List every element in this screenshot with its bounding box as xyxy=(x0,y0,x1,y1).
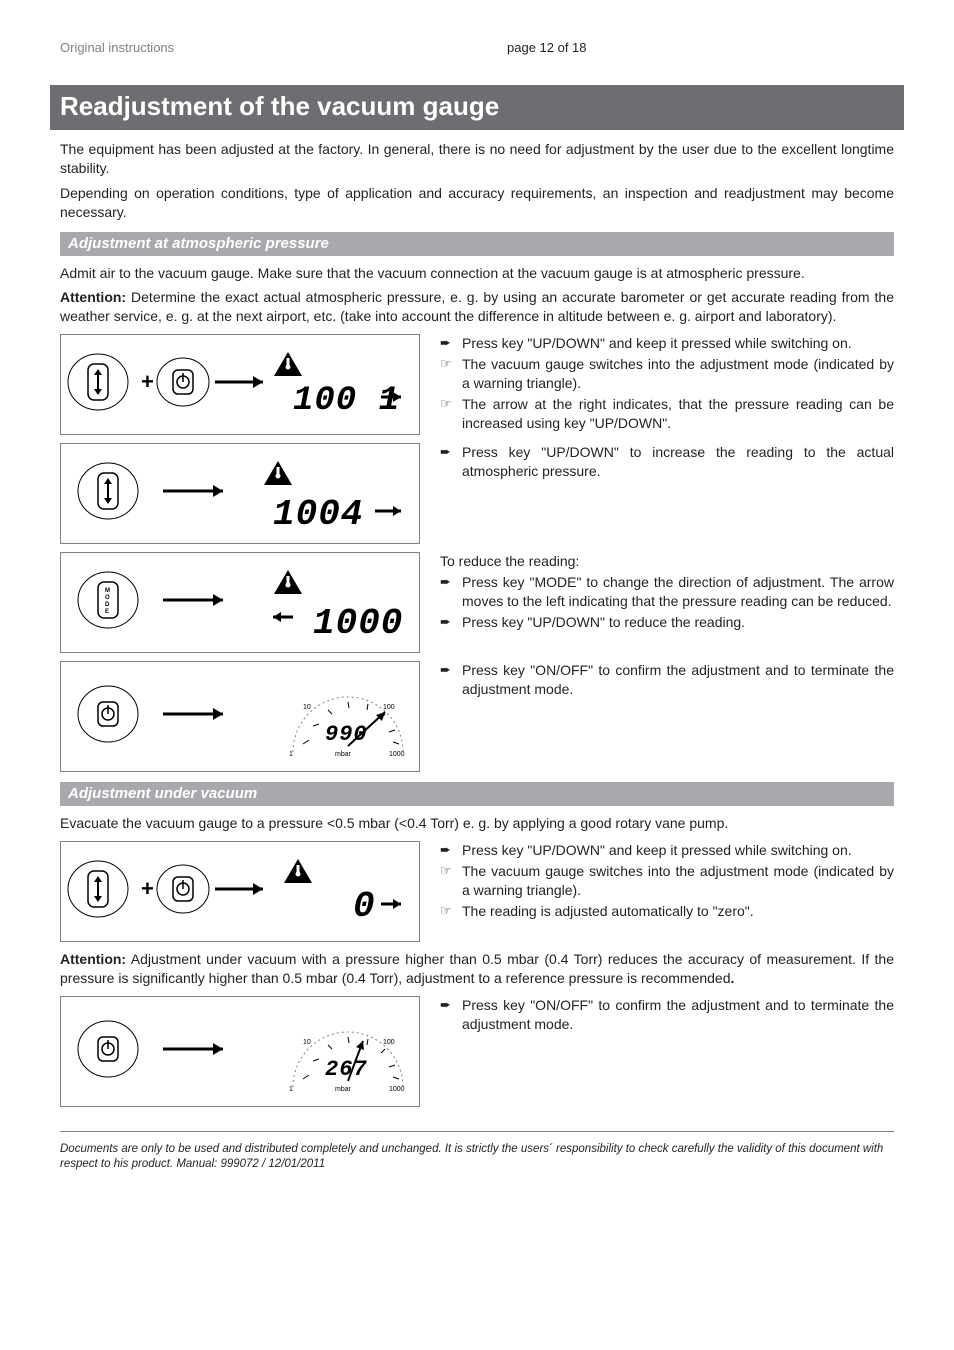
diagram-6: 10 100 1 1000 mbar 267 xyxy=(60,996,420,1107)
vacuum-attention-dot: . xyxy=(731,970,735,986)
list-item: Press key "UP/DOWN" and keep it pressed … xyxy=(440,334,894,353)
vacuum-step1-row: + 0 Press key "UP/DOWN" and keep it pres… xyxy=(60,841,894,942)
list-item: Press key "UP/DOWN" to reduce the readin… xyxy=(440,613,894,632)
vacuum-step2-row: 10 100 1 1000 mbar 267 Press key "ON/OFF… xyxy=(60,996,894,1107)
step2-text: Press key "UP/DOWN" to increase the read… xyxy=(440,443,894,483)
list-item: The vacuum gauge switches into the adjus… xyxy=(440,862,894,900)
svg-text:1000: 1000 xyxy=(389,1086,405,1093)
svg-text:O: O xyxy=(105,595,110,601)
section-title: Readjustment of the vacuum gauge xyxy=(50,85,904,130)
step3-row: M O D E 1000 To reduce the reading: Pres… xyxy=(60,552,894,653)
svg-text:100 1: 100 1 xyxy=(293,382,400,420)
svg-text:mbar: mbar xyxy=(335,751,352,758)
svg-text:0: 0 xyxy=(353,886,376,927)
vacuum-step1-text: Press key "UP/DOWN" and keep it pressed … xyxy=(440,841,894,923)
list-item-text: Press key "UP/DOWN" and keep it pressed … xyxy=(462,842,852,858)
svg-text:D: D xyxy=(105,602,110,608)
svg-text:10: 10 xyxy=(303,704,311,711)
step1-text: Press key "UP/DOWN" and keep it pressed … xyxy=(440,334,894,434)
svg-text:1: 1 xyxy=(289,751,293,758)
svg-text:100: 100 xyxy=(383,1039,395,1046)
list-item: The vacuum gauge switches into the adjus… xyxy=(440,355,894,393)
diagram-3: M O D E 1000 xyxy=(60,552,420,653)
list-item: Press key "MODE" to change the direction… xyxy=(440,573,894,611)
footer-text: Documents are only to be used and distri… xyxy=(60,1142,894,1172)
list-item-text: Press key "MODE" to change the direction… xyxy=(462,574,894,609)
svg-text:1000: 1000 xyxy=(313,603,403,644)
svg-text:1: 1 xyxy=(289,1086,293,1093)
subsection-vacuum: Adjustment under vacuum xyxy=(60,782,894,806)
step4-row: 10 100 1 1000 mbar 990 Press key "ON/OFF… xyxy=(60,661,894,772)
header-left: Original instructions xyxy=(60,40,447,55)
attention-label: Attention: xyxy=(60,289,126,305)
diagram-2: 1004 xyxy=(60,443,420,544)
step3-lead: To reduce the reading: xyxy=(440,552,894,571)
step2-row: 1004 Press key "UP/DOWN" to increase the… xyxy=(60,443,894,544)
vacuum-step2-text: Press key "ON/OFF" to confirm the adjust… xyxy=(440,996,894,1036)
diagram-5: + 0 xyxy=(60,841,420,942)
svg-text:990: 990 xyxy=(325,722,368,747)
svg-text:100: 100 xyxy=(383,704,395,711)
list-item-text: Press key "ON/OFF" to confirm the adjust… xyxy=(462,997,894,1032)
step4-text: Press key "ON/OFF" to confirm the adjust… xyxy=(440,661,894,701)
list-item-text: The reading is adjusted automatically to… xyxy=(462,903,754,919)
svg-text:E: E xyxy=(105,609,109,615)
svg-text:mbar: mbar xyxy=(335,1086,352,1093)
step3-text: To reduce the reading: Press key "MODE" … xyxy=(440,552,894,634)
footer: Documents are only to be used and distri… xyxy=(60,1131,894,1172)
list-item-text: Press key "UP/DOWN" to reduce the readin… xyxy=(462,614,745,630)
attention-text: Determine the exact actual atmospheric p… xyxy=(60,289,894,324)
svg-text:1000: 1000 xyxy=(389,751,405,758)
header-page-number: page 12 of 18 xyxy=(447,40,894,55)
intro-paragraph-2: Depending on operation conditions, type … xyxy=(60,184,894,222)
list-item: The arrow at the right indicates, that t… xyxy=(440,395,894,433)
vacuum-attention-text: Adjustment under vacuum with a pressure … xyxy=(60,951,894,986)
svg-text:1004: 1004 xyxy=(273,494,363,535)
list-item-text: Press key "UP/DOWN" to increase the read… xyxy=(462,444,894,479)
atmospheric-attention: Attention: Determine the exact actual at… xyxy=(60,288,894,326)
list-item-text: Press key "ON/OFF" to confirm the adjust… xyxy=(462,662,894,697)
diagram-1: + 100 1 xyxy=(60,334,420,435)
intro-paragraph-1: The equipment has been adjusted at the f… xyxy=(60,140,894,178)
svg-text:10: 10 xyxy=(303,1039,311,1046)
vacuum-intro: Evacuate the vacuum gauge to a pressure … xyxy=(60,814,894,833)
list-item: Press key "UP/DOWN" to increase the read… xyxy=(440,443,894,481)
diagram-4: 10 100 1 1000 mbar 990 xyxy=(60,661,420,772)
vacuum-attention: Attention: Adjustment under vacuum with … xyxy=(60,950,894,988)
list-item-text: Press key "UP/DOWN" and keep it pressed … xyxy=(462,335,852,351)
list-item: The reading is adjusted automatically to… xyxy=(440,902,894,921)
list-item: Press key "UP/DOWN" and keep it pressed … xyxy=(440,841,894,860)
list-item-text: The vacuum gauge switches into the adjus… xyxy=(462,863,894,898)
svg-text:M: M xyxy=(105,588,110,594)
vacuum-attention-label: Attention: xyxy=(60,951,126,967)
svg-text:267: 267 xyxy=(325,1057,368,1082)
svg-text:+: + xyxy=(141,369,154,394)
page-header: Original instructions page 12 of 18 xyxy=(60,40,894,55)
subsection-atmospheric: Adjustment at atmospheric pressure xyxy=(60,232,894,256)
atmospheric-intro: Admit air to the vacuum gauge. Make sure… xyxy=(60,264,894,283)
list-item: Press key "ON/OFF" to confirm the adjust… xyxy=(440,996,894,1034)
svg-text:+: + xyxy=(141,876,154,901)
list-item-text: The arrow at the right indicates, that t… xyxy=(462,396,894,431)
list-item-text: The vacuum gauge switches into the adjus… xyxy=(462,356,894,391)
list-item: Press key "ON/OFF" to confirm the adjust… xyxy=(440,661,894,699)
step1-row: + 100 1 Press key "UP/DOWN xyxy=(60,334,894,435)
